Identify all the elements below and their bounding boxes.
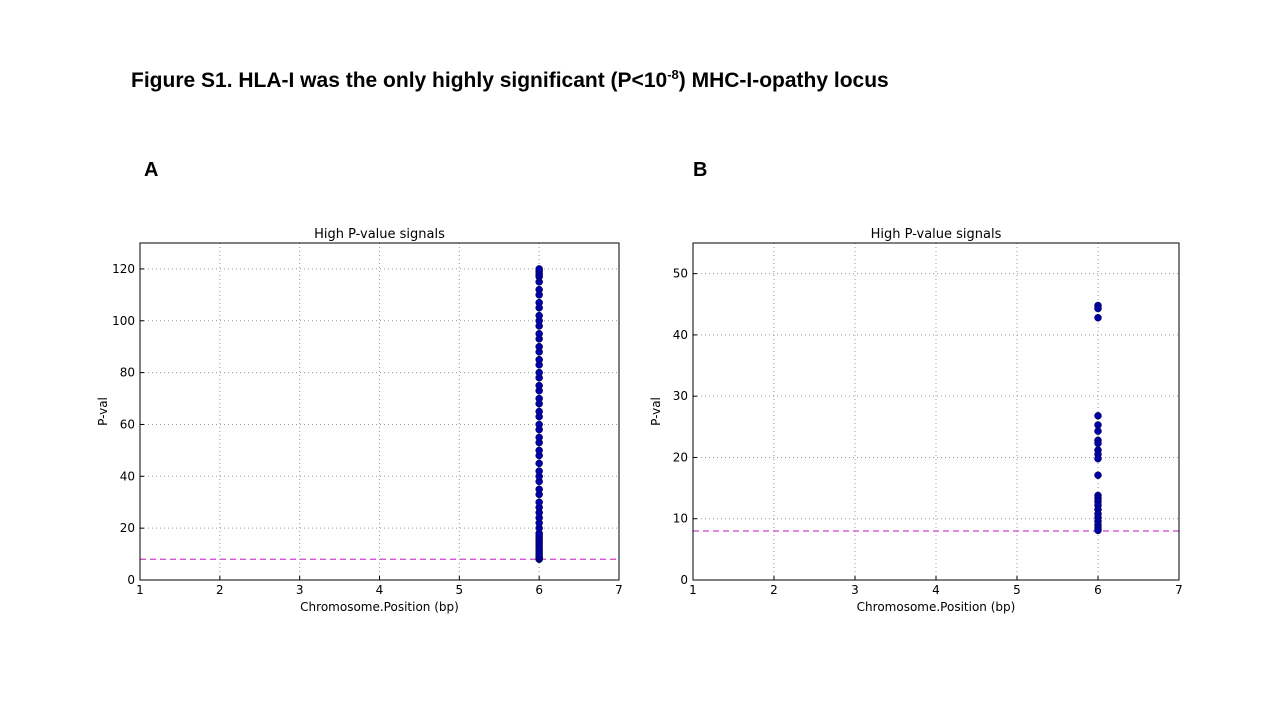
point	[535, 311, 543, 320]
plot-frame	[692, 242, 1180, 581]
point	[1094, 439, 1102, 448]
point	[1094, 304, 1102, 313]
point	[535, 342, 543, 351]
point	[535, 355, 543, 364]
y-axis-label: P-val	[649, 397, 663, 426]
point	[535, 368, 543, 377]
point	[535, 420, 543, 429]
chart-title: High P-value signals	[871, 227, 1002, 242]
point	[535, 446, 543, 455]
y-tick-label: 120	[112, 262, 135, 276]
x-tick-label: 6	[535, 583, 543, 597]
point	[535, 329, 543, 338]
y-tick-label: 30	[673, 389, 688, 403]
y-tick-label: 0	[680, 573, 688, 587]
y-tick-label: 50	[673, 267, 688, 281]
x-tick-label: 7	[615, 583, 623, 597]
figure-title: Figure S1. HLA-I was the only highly sig…	[131, 67, 889, 92]
x-tick-label: 2	[770, 583, 778, 597]
y-tick-label: 80	[120, 366, 135, 380]
x-tick-label: 1	[136, 583, 144, 597]
y-axis-label: P-val	[96, 397, 110, 426]
point	[535, 467, 543, 475]
point	[535, 433, 543, 442]
x-tick-label: 5	[1013, 583, 1021, 597]
point	[1094, 412, 1102, 420]
x-tick-label: 7	[1175, 583, 1183, 597]
point	[1094, 314, 1102, 322]
panel-label: A	[144, 159, 158, 181]
point	[1094, 526, 1102, 535]
x-tick-label: 4	[932, 583, 940, 597]
y-tick-label: 0	[127, 573, 135, 587]
y-tick-label: 20	[120, 521, 135, 535]
plot-frame	[139, 242, 620, 581]
title-text: Figure S1. HLA-I was the only highly sig…	[131, 69, 667, 92]
x-tick-label: 4	[376, 583, 384, 597]
panel-label: B	[693, 159, 707, 181]
x-axis-label: Chromosome.Position (bp)	[300, 600, 459, 614]
y-tick-label: 60	[120, 417, 135, 431]
y-tick-label: 20	[673, 450, 688, 464]
point	[535, 265, 543, 273]
x-tick-label: 3	[296, 583, 304, 597]
point	[535, 459, 543, 468]
y-tick-label: 40	[120, 469, 135, 483]
y-tick-label: 40	[673, 328, 688, 342]
x-tick-label: 1	[689, 583, 697, 597]
x-tick-label: 5	[456, 583, 464, 597]
x-tick-label: 2	[216, 583, 224, 597]
point	[535, 498, 543, 506]
point	[535, 381, 543, 390]
point	[535, 285, 543, 294]
x-tick-label: 3	[851, 583, 859, 597]
title-end: ) MHC-I-opathy locus	[679, 69, 889, 92]
point	[535, 407, 543, 416]
point	[535, 298, 543, 307]
point	[1094, 427, 1102, 435]
x-tick-label: 6	[1094, 583, 1102, 597]
point	[535, 394, 543, 403]
y-tick-label: 100	[112, 314, 135, 328]
point	[1094, 471, 1102, 479]
point	[535, 485, 543, 494]
x-axis-label: Chromosome.Position (bp)	[857, 600, 1016, 614]
title-superscript: -8	[667, 67, 679, 82]
y-tick-label: 10	[673, 512, 688, 526]
chart-title: High P-value signals	[314, 227, 445, 242]
point	[1094, 454, 1102, 463]
